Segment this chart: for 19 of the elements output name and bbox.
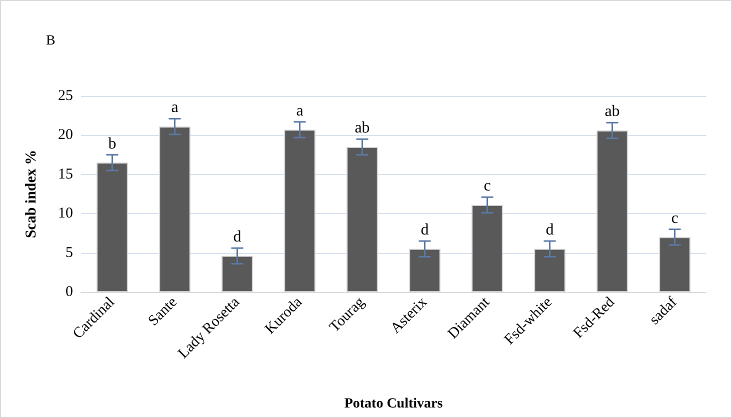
y-tick-label: 15	[58, 166, 73, 182]
annotation: d	[546, 222, 554, 239]
y-axis-title: Scab index %	[24, 150, 40, 238]
annotation: c	[671, 210, 678, 227]
annotation: ab	[354, 120, 370, 137]
y-tick-label: 10	[58, 206, 73, 222]
annotation: a	[296, 102, 304, 120]
annotation: d	[233, 228, 242, 246]
annotation: ab	[604, 103, 620, 120]
y-tick-label: 25	[58, 88, 73, 104]
x-axis-title: Potato Cultivars	[344, 396, 444, 412]
y-tick-label: 20	[58, 127, 73, 144]
annotation: a	[171, 99, 178, 116]
annotation: d	[420, 222, 429, 239]
y-tick-label: 5	[66, 244, 73, 261]
annotation: b	[108, 135, 116, 152]
y-tick-label: 0	[66, 284, 73, 300]
annotation: c	[484, 178, 491, 195]
chart-title: B	[46, 34, 56, 48]
